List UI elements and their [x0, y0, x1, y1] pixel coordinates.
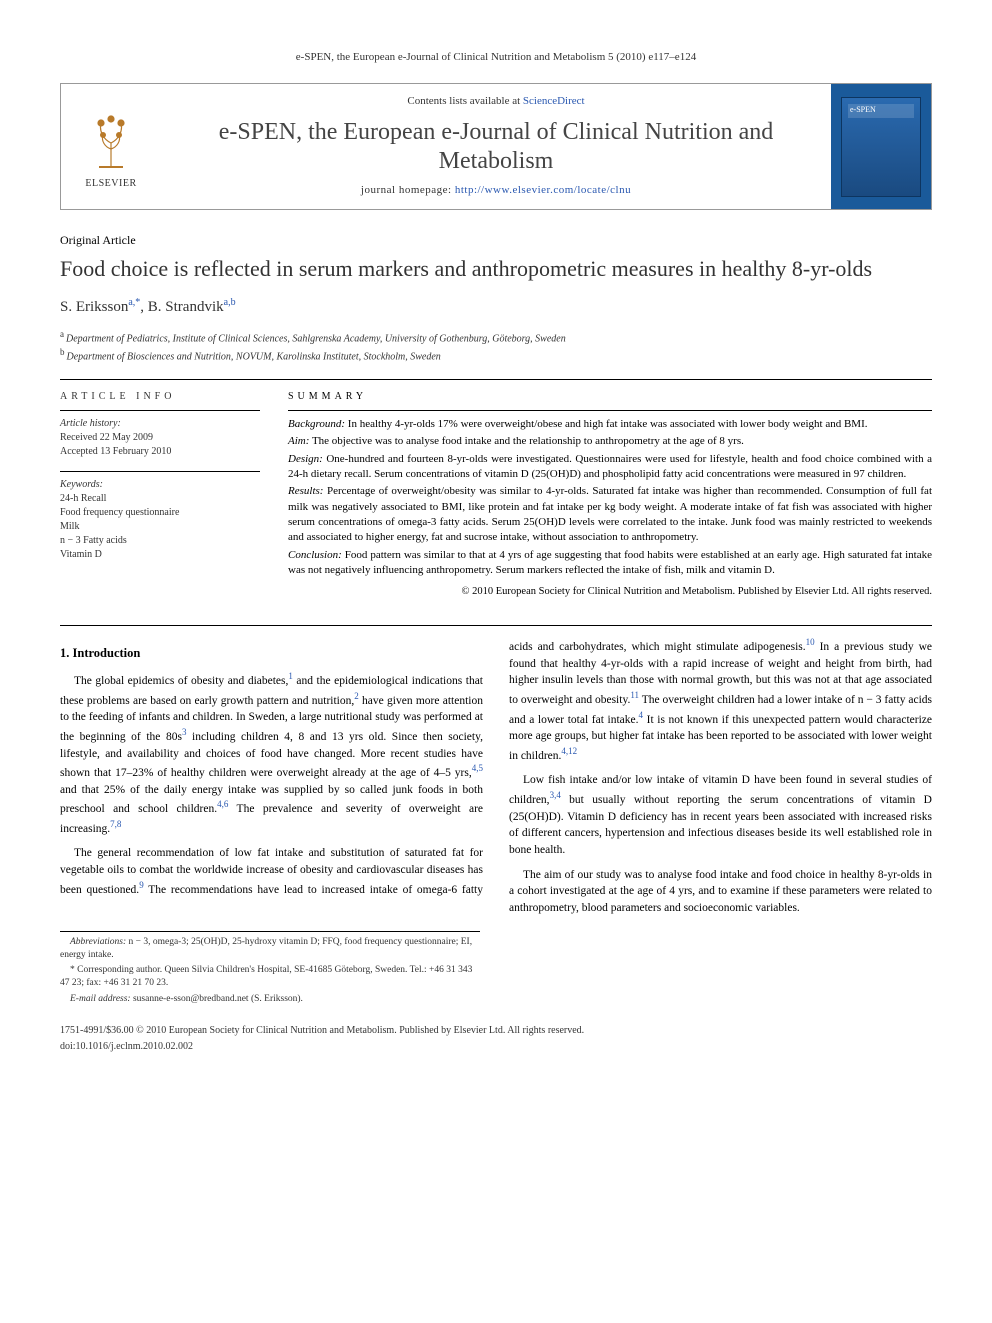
text-run: The aim of our study was to analyse food… [509, 869, 932, 914]
cover-image: e-SPEN [841, 97, 921, 197]
publisher-logo-block: ELSEVIER [61, 84, 161, 208]
paragraph: Low fish intake and/or low intake of vit… [509, 772, 932, 858]
abbreviations-note: Abbreviations: n − 3, omega-3; 25(OH)D, … [60, 936, 480, 963]
summary-column: SUMMARY Background: In healthy 4-yr-olds… [288, 390, 932, 600]
affil-mark: a [60, 329, 64, 339]
keywords-label: Keywords: [60, 478, 260, 492]
corresponding-author-note: * Corresponding author. Queen Silvia Chi… [60, 964, 480, 991]
summary-copyright: © 2010 European Society for Clinical Nut… [288, 585, 932, 600]
author: S. Erikssona,* [60, 299, 140, 315]
author-separator: , [140, 299, 148, 315]
sciencedirect-link[interactable]: ScienceDirect [523, 95, 585, 107]
divider [60, 625, 932, 626]
summary-body: Background: In healthy 4-yr-olds 17% wer… [288, 410, 932, 600]
segment-text: In healthy 4-yr-olds 17% were overweight… [345, 418, 867, 430]
citation[interactable]: 4,12 [561, 746, 577, 756]
keyword: Milk [60, 520, 260, 534]
keyword: 24-h Recall [60, 492, 260, 506]
homepage-prefix: journal homepage: [361, 184, 455, 196]
journal-cover-thumb: e-SPEN [831, 84, 931, 208]
summary-heading: SUMMARY [288, 390, 932, 404]
body-two-column: 1. Introduction The global epidemics of … [60, 636, 932, 916]
summary-segment: Aim: The objective was to analyse food i… [288, 434, 932, 449]
summary-segment: Conclusion: Food pattern was similar to … [288, 548, 932, 579]
citation[interactable]: 3,4 [550, 790, 561, 800]
affiliation: aDepartment of Pediatrics, Institute of … [60, 328, 932, 346]
summary-segment: Design: One-hundred and fourteen 8-yr-ol… [288, 452, 932, 483]
affiliations: aDepartment of Pediatrics, Institute of … [60, 328, 932, 365]
keywords-block: Keywords: 24-h Recall Food frequency que… [60, 471, 260, 562]
segment-text: The objective was to analyse food intake… [309, 435, 743, 447]
author-list: S. Erikssona,*, B. Strandvika,b [60, 296, 932, 318]
summary-segment: Results: Percentage of overweight/obesit… [288, 484, 932, 546]
section-heading: 1. Introduction [60, 644, 483, 662]
affil-text: Department of Pediatrics, Institute of C… [66, 333, 566, 344]
accepted-date: Accepted 13 February 2010 [60, 445, 260, 459]
contents-line: Contents lists available at ScienceDirec… [169, 94, 823, 109]
banner-middle: Contents lists available at ScienceDirec… [161, 84, 831, 208]
segment-label: Design: [288, 453, 323, 465]
publisher-name: ELSEVIER [85, 177, 136, 191]
affiliation: bDepartment of Biosciences and Nutrition… [60, 346, 932, 364]
citation[interactable]: 4,5 [472, 763, 483, 773]
paragraph: The aim of our study was to analyse food… [509, 867, 932, 917]
journal-banner: ELSEVIER Contents lists available at Sci… [60, 83, 932, 209]
doi-line: doi:10.1016/j.eclnm.2010.02.002 [60, 1040, 932, 1054]
email-note: E-mail address: susanne-e-sson@bredband.… [60, 993, 480, 1006]
summary-segment: Background: In healthy 4-yr-olds 17% wer… [288, 417, 932, 432]
segment-text: One-hundred and fourteen 8-yr-olds were … [288, 453, 932, 480]
article-info-column: ARTICLE INFO Article history: Received 2… [60, 390, 260, 600]
received-date: Received 22 May 2009 [60, 431, 260, 445]
cover-label: e-SPEN [850, 104, 876, 115]
citation[interactable]: 4,6 [217, 799, 228, 809]
email-text: susanne-e-sson@bredband.net (S. Eriksson… [131, 994, 303, 1004]
author-name: B. Strandvik [148, 299, 224, 315]
affil-text: Department of Biosciences and Nutrition,… [67, 352, 441, 363]
citation[interactable]: 11 [630, 690, 639, 700]
article-type: Original Article [60, 232, 932, 249]
abbrev-label: Abbreviations: [70, 937, 126, 947]
keyword: n − 3 Fatty acids [60, 534, 260, 548]
article-title: Food choice is reflected in serum marker… [60, 255, 932, 283]
segment-label: Background: [288, 418, 345, 430]
paragraph: The global epidemics of obesity and diab… [60, 670, 483, 837]
segment-label: Conclusion: [288, 549, 342, 561]
journal-homepage-link[interactable]: http://www.elsevier.com/locate/clnu [455, 184, 631, 196]
author: B. Strandvika,b [148, 299, 236, 315]
info-abstract-row: ARTICLE INFO Article history: Received 2… [60, 390, 932, 600]
copyright-line: 1751-4991/$36.00 © 2010 European Society… [60, 1024, 932, 1038]
footnotes: Abbreviations: n − 3, omega-3; 25(OH)D, … [60, 931, 480, 1006]
citation[interactable]: 10 [806, 637, 815, 647]
segment-label: Aim: [288, 435, 309, 447]
running-head: e-SPEN, the European e-Journal of Clinic… [60, 50, 932, 65]
keyword: Food frequency questionnaire [60, 506, 260, 520]
text-run: but usually without reporting the serum … [509, 794, 932, 856]
elsevier-tree-icon [81, 103, 141, 175]
author-marks: a,b [224, 297, 236, 308]
divider [60, 379, 932, 380]
affil-mark: b [60, 347, 65, 357]
keyword: Vitamin D [60, 548, 260, 562]
page-footer: 1751-4991/$36.00 © 2010 European Society… [60, 1024, 932, 1054]
article-info-heading: ARTICLE INFO [60, 390, 260, 404]
journal-homepage-line: journal homepage: http://www.elsevier.co… [169, 183, 823, 198]
article-history: Article history: Received 22 May 2009 Ac… [60, 410, 260, 459]
author-marks: a,* [128, 297, 140, 308]
journal-name: e-SPEN, the European e-Journal of Clinic… [169, 118, 823, 176]
segment-text: Percentage of overweight/obesity was sim… [288, 485, 932, 543]
author-name: S. Eriksson [60, 299, 128, 315]
contents-prefix: Contents lists available at [407, 95, 522, 107]
text-run: The global epidemics of obesity and diab… [74, 675, 288, 687]
segment-label: Results: [288, 485, 323, 497]
history-label: Article history: [60, 417, 260, 431]
email-label: E-mail address: [70, 994, 131, 1004]
citation[interactable]: 7,8 [110, 819, 121, 829]
segment-text: Food pattern was similar to that at 4 yr… [288, 549, 932, 576]
